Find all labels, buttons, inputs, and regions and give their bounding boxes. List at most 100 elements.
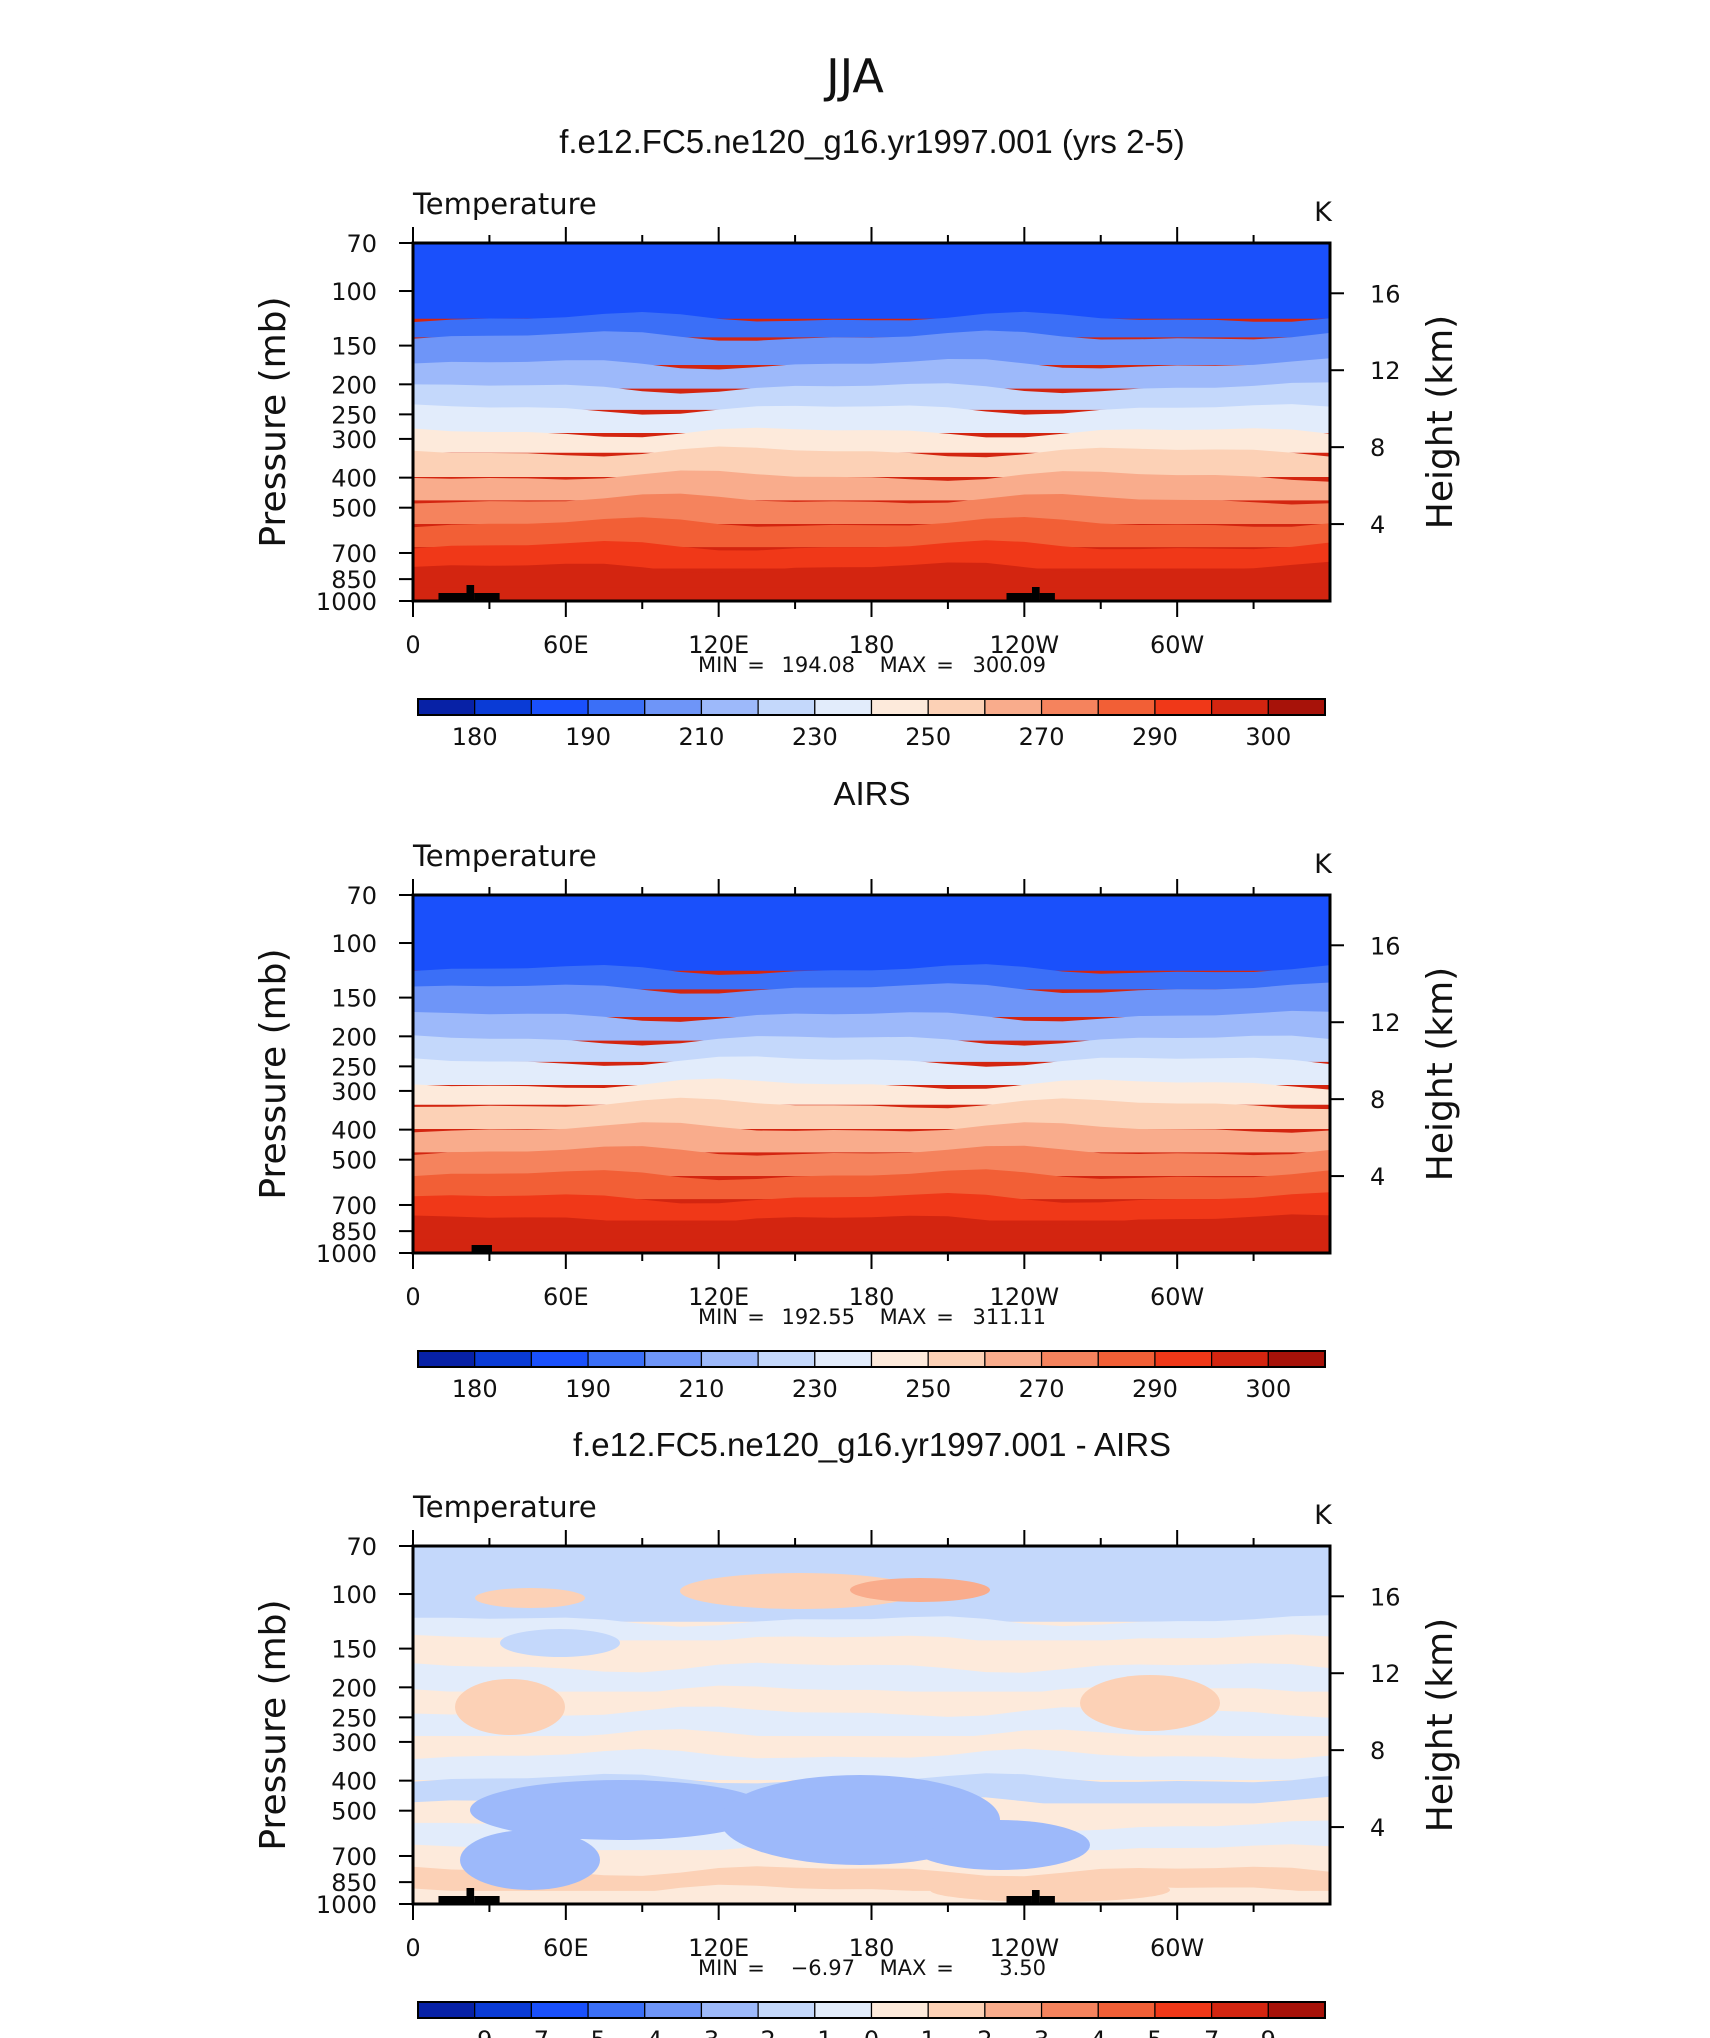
y-tick-label: 1000 [316,1891,377,1919]
x-tick-label: 0 [405,631,420,659]
right-tick-label: 8 [1370,434,1385,462]
colorbar-label: 270 [1019,723,1065,751]
colorbar-cell [1267,698,1326,716]
colorbar-label: 290 [1132,1375,1178,1403]
contour-band [413,1615,1330,1641]
contour-band [413,1748,1330,1780]
y-tick-label: 250 [331,1704,377,1732]
colorbar-cell [814,2001,873,2019]
right-tick-label: 12 [1370,1009,1401,1037]
y-axis-title: Pressure (mb) [253,948,294,1199]
colorbar-label: 230 [792,1375,838,1403]
colorbar-cell [1040,1350,1099,1368]
contour-band [413,895,1330,971]
colorbar-cell [700,698,759,716]
max-label: MAX [880,1305,927,1329]
min-equals: = [747,653,765,677]
contour-blob [475,1588,585,1608]
colorbar-cell [984,1350,1043,1368]
colorbar-label: 300 [1245,723,1291,751]
y-axis-right-title: Height (km) [1420,1618,1461,1832]
page-title: JJA [823,49,884,103]
colorbar-cell [474,1350,532,1368]
y-tick-label: 850 [331,1218,377,1246]
colorbar-cell [417,698,476,716]
colorbar-cell [870,698,929,716]
colorbar-cell [417,2001,476,2019]
y-axis-title: Pressure (mb) [253,296,294,547]
contour-band [413,427,1330,453]
topography-block [438,1896,467,1904]
x-tick-label: 60E [543,1934,589,1962]
colorbar-cell [814,1350,873,1368]
colorbar-label: 180 [452,723,498,751]
y-tick-label: 150 [331,333,377,361]
contour-band [413,358,1330,389]
colorbar-cell [1040,698,1099,716]
max-equals: = [936,653,954,677]
colorbar-cell [757,698,816,716]
y-tick-label: 200 [331,1674,377,1702]
x-tick-label: 120W [990,631,1060,659]
colorbar-label: −2 [740,2026,775,2038]
variable-label: Temperature [412,839,597,873]
topography-block [1006,1896,1032,1904]
x-tick-label: 180 [849,1283,895,1311]
colorbar-label: 4 [1091,2026,1106,2038]
right-tick-label: 4 [1370,511,1385,539]
colorbar-label: −1 [797,2026,832,2038]
colorbar-label: 3 [1034,2026,1049,2038]
y-tick-label: 700 [331,1843,377,1871]
colorbar-cell [474,698,532,716]
contour-band [413,517,1330,548]
min-label: MIN [698,1305,738,1329]
colorbar-cell [587,698,646,716]
x-tick-label: 120E [688,631,749,659]
x-tick-label: 120E [688,1283,749,1311]
contour-blob [455,1679,565,1735]
y-tick-label: 400 [331,465,377,493]
colorbar-cell [757,2001,816,2019]
colorbar-cell [814,698,873,716]
topography-block [466,585,475,601]
colorbar-cell [530,698,589,716]
contour-band [413,1122,1330,1153]
x-tick-label: 0 [405,1934,420,1962]
colorbar-cell [984,2001,1043,2019]
contour-blob [1080,1675,1220,1731]
max-equals: = [936,1305,954,1329]
min-label: MIN [698,653,738,677]
colorbar-cell [870,2001,929,2019]
max-label: MAX [880,1956,927,1980]
colorbar-cell [1040,2001,1099,2019]
topography-block [1006,593,1032,601]
colorbar-label: 250 [905,723,951,751]
right-tick-label: 12 [1370,1660,1401,1688]
y-axis-right-title: Height (km) [1420,967,1461,1181]
contour-band [413,311,1330,338]
x-tick-label: 120W [990,1283,1060,1311]
topography-block [474,1896,500,1904]
colorbar-cell [927,2001,986,2019]
colorbar-cell [587,1350,646,1368]
colorbar-cell [984,698,1043,716]
contour-blob [460,1830,600,1890]
y-tick-label: 850 [331,566,377,594]
topography-block [1031,1890,1040,1904]
contour-band [413,243,1330,319]
colorbar-cell [530,1350,589,1368]
colorbar-label: 210 [679,723,725,751]
panel-title: f.e12.FC5.ne120_g16.yr1997.001 - AIRS [573,1426,1171,1463]
right-tick-label: 4 [1370,1163,1385,1191]
min-equals: = [747,1956,765,1980]
colorbar-label: 5 [1147,2026,1162,2038]
max-value: 3.50 [999,1956,1046,1980]
y-tick-label: 700 [331,540,377,568]
colorbar-cell [1211,698,1269,716]
y-tick-label: 200 [331,1023,377,1051]
colorbar-label: 250 [905,1375,951,1403]
y-tick-label: 400 [331,1117,377,1145]
y-tick-label: 1000 [316,588,377,616]
panel-3: f.e12.FC5.ne120_g16.yr1997.001 - AIRS Tem… [253,1426,1461,2038]
